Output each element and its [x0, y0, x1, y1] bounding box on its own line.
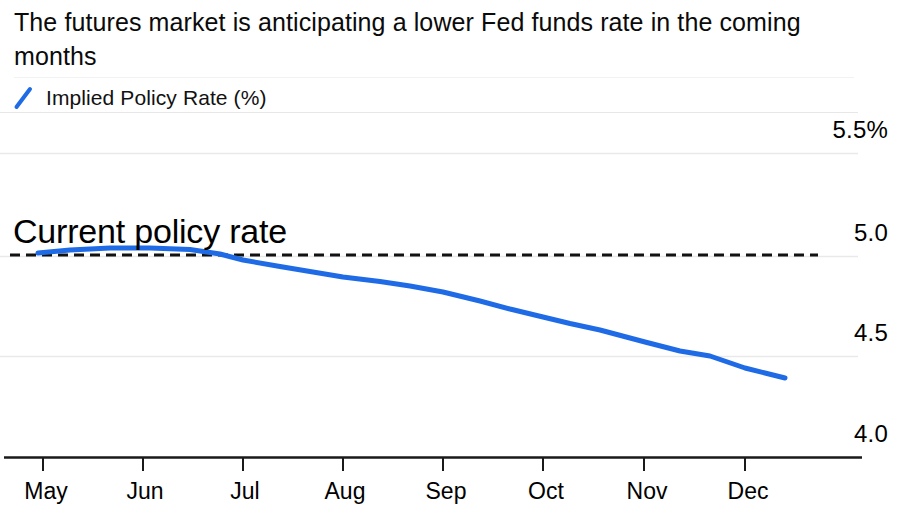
- y-tick-4-0: 4.0: [854, 420, 888, 448]
- x-tick-aug: Aug: [325, 478, 366, 505]
- x-tick-oct: Oct: [528, 478, 564, 505]
- x-tick-jun: Jun: [126, 478, 163, 505]
- x-tick-sep: Sep: [426, 478, 467, 505]
- x-tick-may: May: [24, 478, 67, 505]
- implied-policy-rate-line: [38, 248, 785, 378]
- x-tick-nov: Nov: [627, 478, 668, 505]
- x-tick-jul: Jul: [230, 478, 259, 505]
- current-policy-rate-annotation: Current policy rate: [13, 212, 287, 251]
- y-tick-5-0: 5.0: [854, 219, 888, 247]
- y-tick-5-5: 5.5%: [832, 116, 888, 144]
- plot-area: [0, 0, 900, 510]
- x-axis-ticks: [43, 458, 745, 471]
- fed-funds-chart: The futures market is anticipating a low…: [0, 0, 900, 510]
- y-tick-4-5: 4.5: [854, 319, 888, 347]
- x-tick-dec: Dec: [728, 478, 769, 505]
